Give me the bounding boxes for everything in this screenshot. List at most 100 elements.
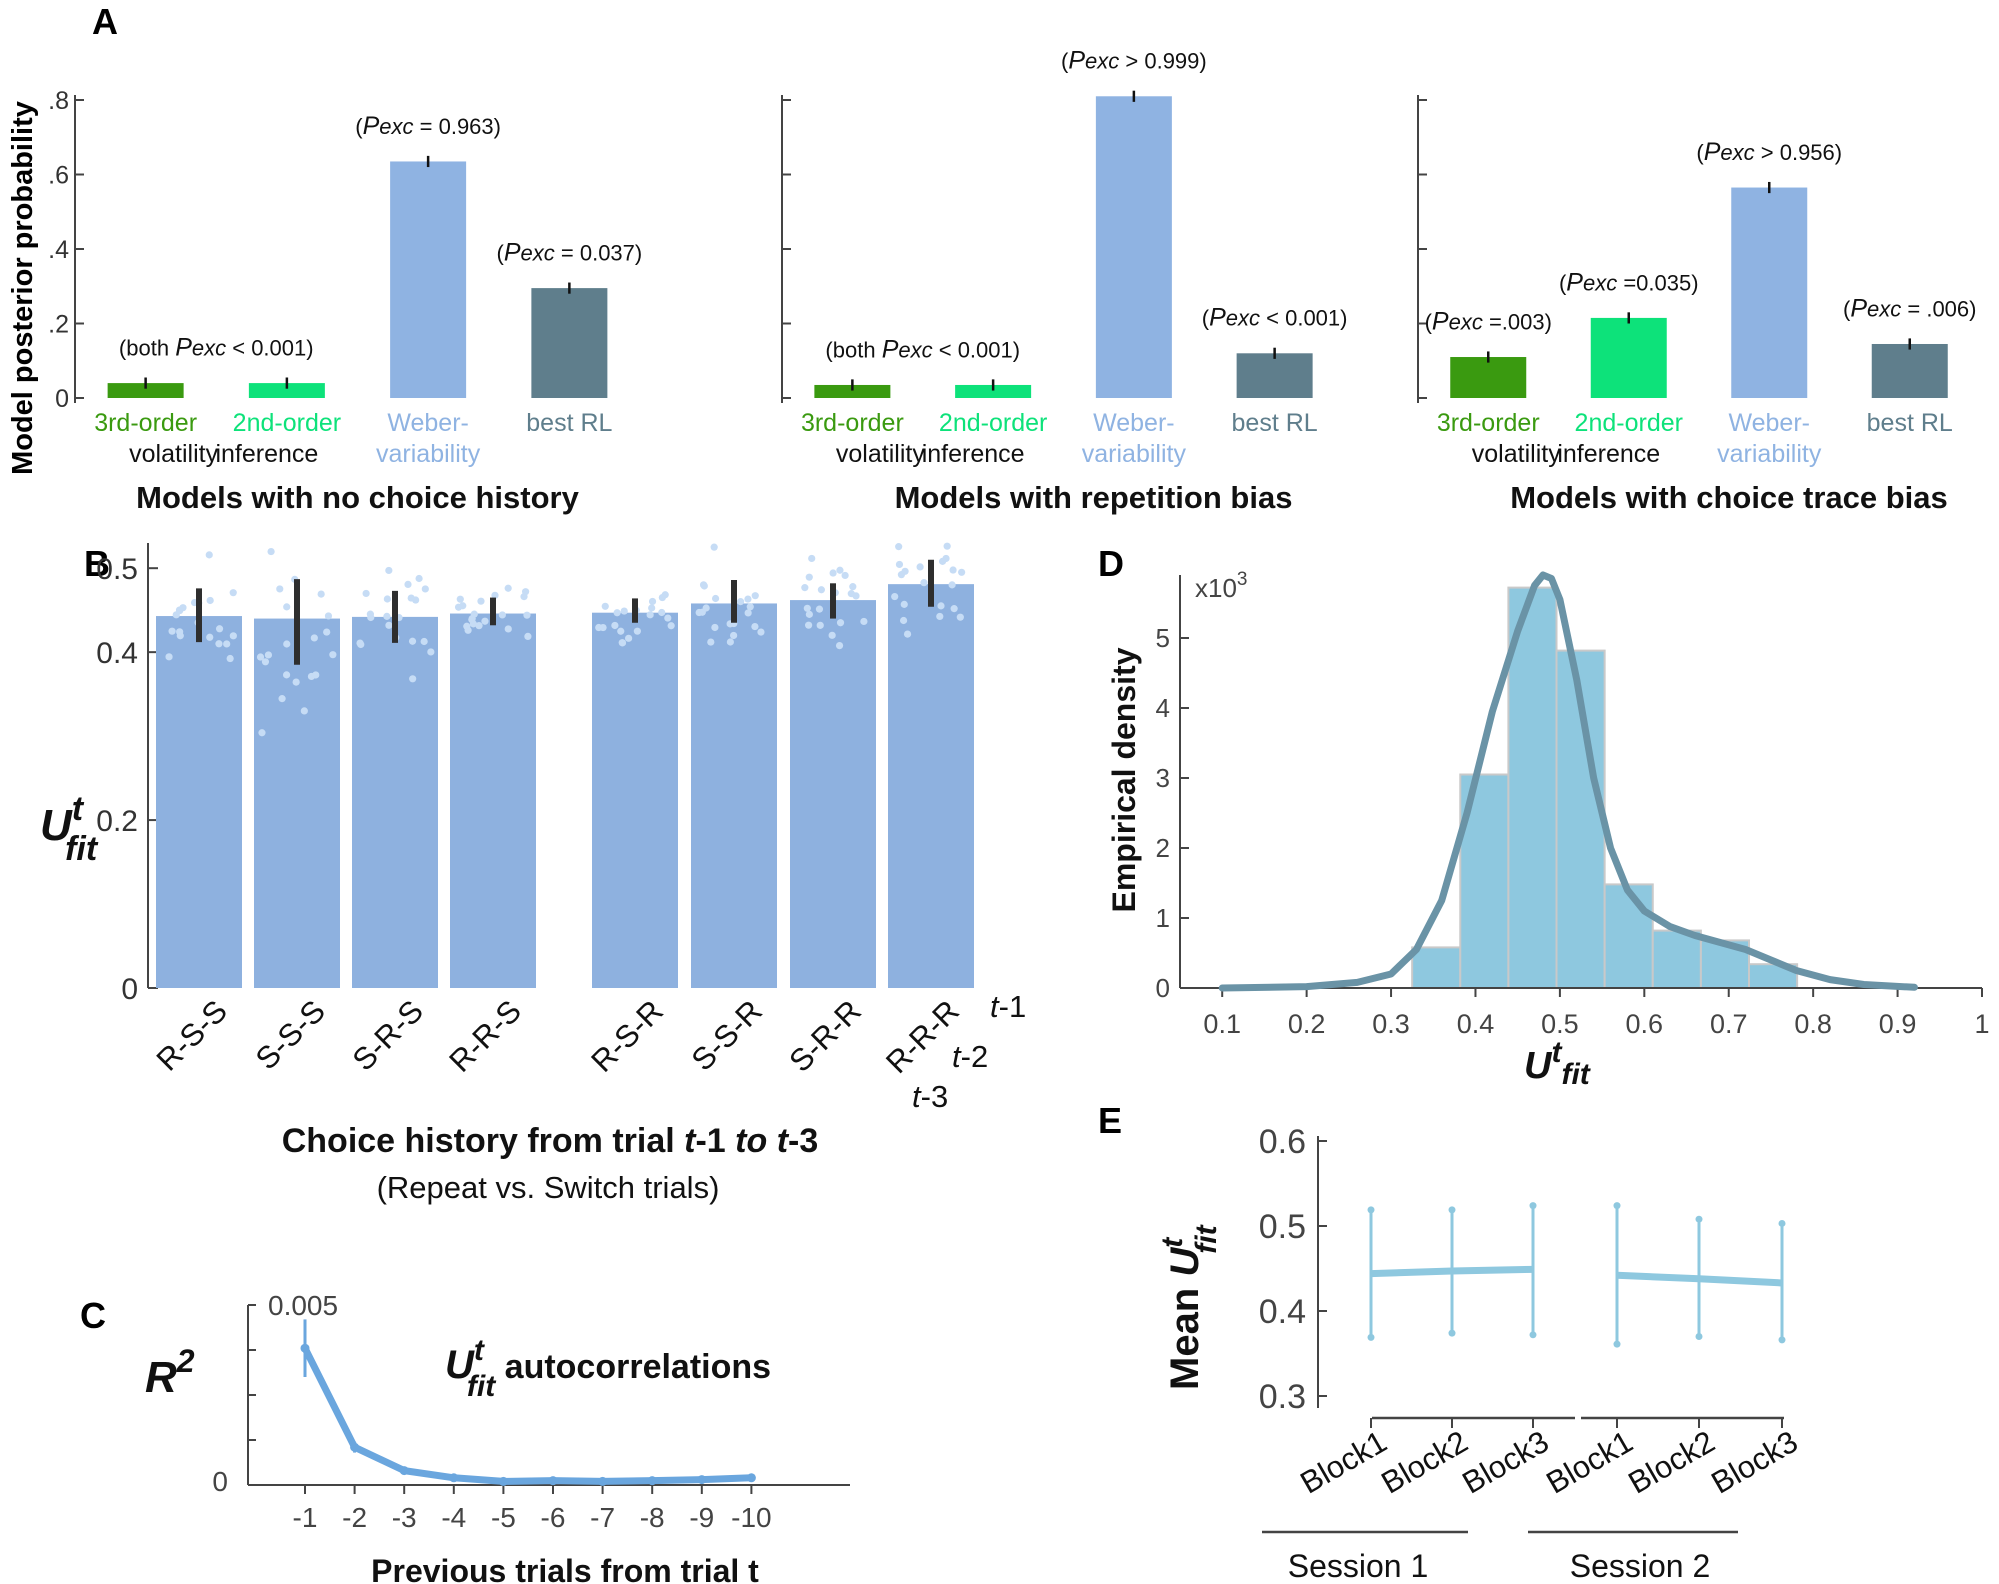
subject-dot xyxy=(165,653,173,661)
subject-dot xyxy=(468,614,476,623)
x-axis-label-line2: (Repeat vs. Switch trials) xyxy=(377,1170,720,1205)
category-label: R-S-S xyxy=(150,993,234,1077)
subject-dot xyxy=(498,611,506,619)
x-tick-label: 0.2 xyxy=(1288,1009,1326,1039)
annotation: (Pexc = .006) xyxy=(1843,294,1976,322)
category-label: Block1 xyxy=(1540,1424,1638,1501)
error-cap xyxy=(1695,1333,1703,1340)
error-cap xyxy=(1778,1219,1786,1227)
category-label: volatility xyxy=(129,440,218,468)
error-cap xyxy=(1529,1202,1537,1210)
subject-dot xyxy=(491,591,499,599)
subject-dot xyxy=(803,604,811,612)
category-label: 3rd-order xyxy=(1437,409,1540,437)
subject-dot xyxy=(385,621,393,629)
y-tick-label: 0.005 xyxy=(268,1290,338,1321)
subject-dot xyxy=(744,609,752,617)
category-label: 2nd-order xyxy=(1575,409,1683,437)
panel-label-a: A xyxy=(92,1,118,42)
y-multiplier: x103 xyxy=(1195,569,1248,603)
data-point xyxy=(449,1473,459,1483)
subject-dot xyxy=(475,622,483,630)
y-tick-label: 0.3 xyxy=(1259,1378,1306,1416)
subject-dot xyxy=(477,597,485,605)
y-axis-label: Empirical density xyxy=(1106,647,1142,912)
bar xyxy=(790,600,876,988)
bar xyxy=(390,161,467,398)
bar xyxy=(691,603,777,988)
error-cap xyxy=(1529,1331,1537,1339)
bar xyxy=(1450,357,1527,398)
subject-dot xyxy=(849,583,857,591)
subject-dot xyxy=(646,611,654,619)
subject-dot xyxy=(229,632,237,640)
bar xyxy=(1871,343,1948,398)
y-tick-label: .4 xyxy=(48,236,69,264)
subject-dot xyxy=(300,707,308,715)
subplot-title: Models with no choice history xyxy=(136,480,579,515)
error-cap xyxy=(1778,1336,1786,1344)
subject-dot xyxy=(278,695,286,703)
annotation: (Pexc > 0.956) xyxy=(1696,138,1842,166)
subject-dot xyxy=(404,580,412,589)
category-label: Block2 xyxy=(1622,1424,1720,1501)
subject-dot xyxy=(900,600,908,608)
subject-dot xyxy=(407,594,415,602)
subject-dot xyxy=(658,608,666,617)
x-tick-label: -8 xyxy=(640,1502,665,1533)
bar xyxy=(248,383,325,398)
subject-dot xyxy=(936,612,944,621)
bar xyxy=(531,288,608,398)
subject-dot xyxy=(523,611,531,619)
subject-dot xyxy=(841,571,849,580)
error-cap xyxy=(1613,1340,1621,1348)
y-tick-label: 3 xyxy=(1156,763,1170,793)
x-tick-label: 0.1 xyxy=(1203,1009,1241,1039)
subject-dot xyxy=(937,602,945,610)
subject-dot xyxy=(267,547,275,556)
category-label: Block2 xyxy=(1375,1424,1473,1501)
category-label: S-R-R xyxy=(782,993,868,1079)
subject-dot xyxy=(415,574,423,583)
panel-d: 0 1 2 3 4 5 0.1 0.2 0.3 0.4 0.5 0.6 0.7 0.8 0.9 1 x103 Em… xyxy=(1106,569,1990,1091)
subject-dot xyxy=(504,584,512,592)
bar xyxy=(107,383,184,398)
category-label: best RL xyxy=(1867,409,1953,437)
subject-dot xyxy=(899,616,908,625)
subject-dot xyxy=(710,543,718,551)
category-label: R-S-R xyxy=(584,993,670,1079)
y-tick-label: 0 xyxy=(1156,973,1170,1003)
subject-dot xyxy=(456,595,464,603)
subject-dot xyxy=(805,573,813,581)
x-tick-label: 0.8 xyxy=(1794,1009,1832,1039)
x-tick-label: 0.9 xyxy=(1879,1009,1917,1039)
category-label: volatility xyxy=(1472,440,1561,468)
subject-dot xyxy=(504,625,512,633)
bar xyxy=(254,618,340,988)
subject-dot xyxy=(617,627,625,635)
data-point xyxy=(746,1473,756,1483)
x-tick-label: 0.5 xyxy=(1541,1009,1579,1039)
subject-dot xyxy=(805,610,813,618)
x-tick-label: -6 xyxy=(541,1502,566,1533)
subject-dot xyxy=(229,589,237,597)
subject-dot xyxy=(226,654,234,663)
panel-label-c: C xyxy=(80,1295,106,1336)
subject-dot xyxy=(385,566,393,575)
annotation: (both Pexc < 0.001) xyxy=(119,334,314,362)
subject-dot xyxy=(816,621,824,629)
x-tick-label: 1 xyxy=(1974,1009,1989,1039)
histogram-bin xyxy=(1507,586,1558,989)
panel-b: 0 0.2 0.4 0.5 Ut fit R-S-S S-S-S S-R-S R-R-S R-S-R… xyxy=(40,542,1026,1205)
density-curve xyxy=(1218,571,1918,992)
subject-dot xyxy=(695,608,703,617)
subject-dot xyxy=(916,563,924,571)
data-point xyxy=(598,1476,608,1486)
bar xyxy=(352,616,438,988)
data-point xyxy=(548,1476,558,1486)
data-point xyxy=(300,1343,310,1353)
histogram-bin xyxy=(1555,649,1606,989)
category-label: 2nd-order xyxy=(233,409,341,437)
category-label: Weber- xyxy=(1728,409,1810,437)
error-cap xyxy=(1367,1333,1375,1341)
